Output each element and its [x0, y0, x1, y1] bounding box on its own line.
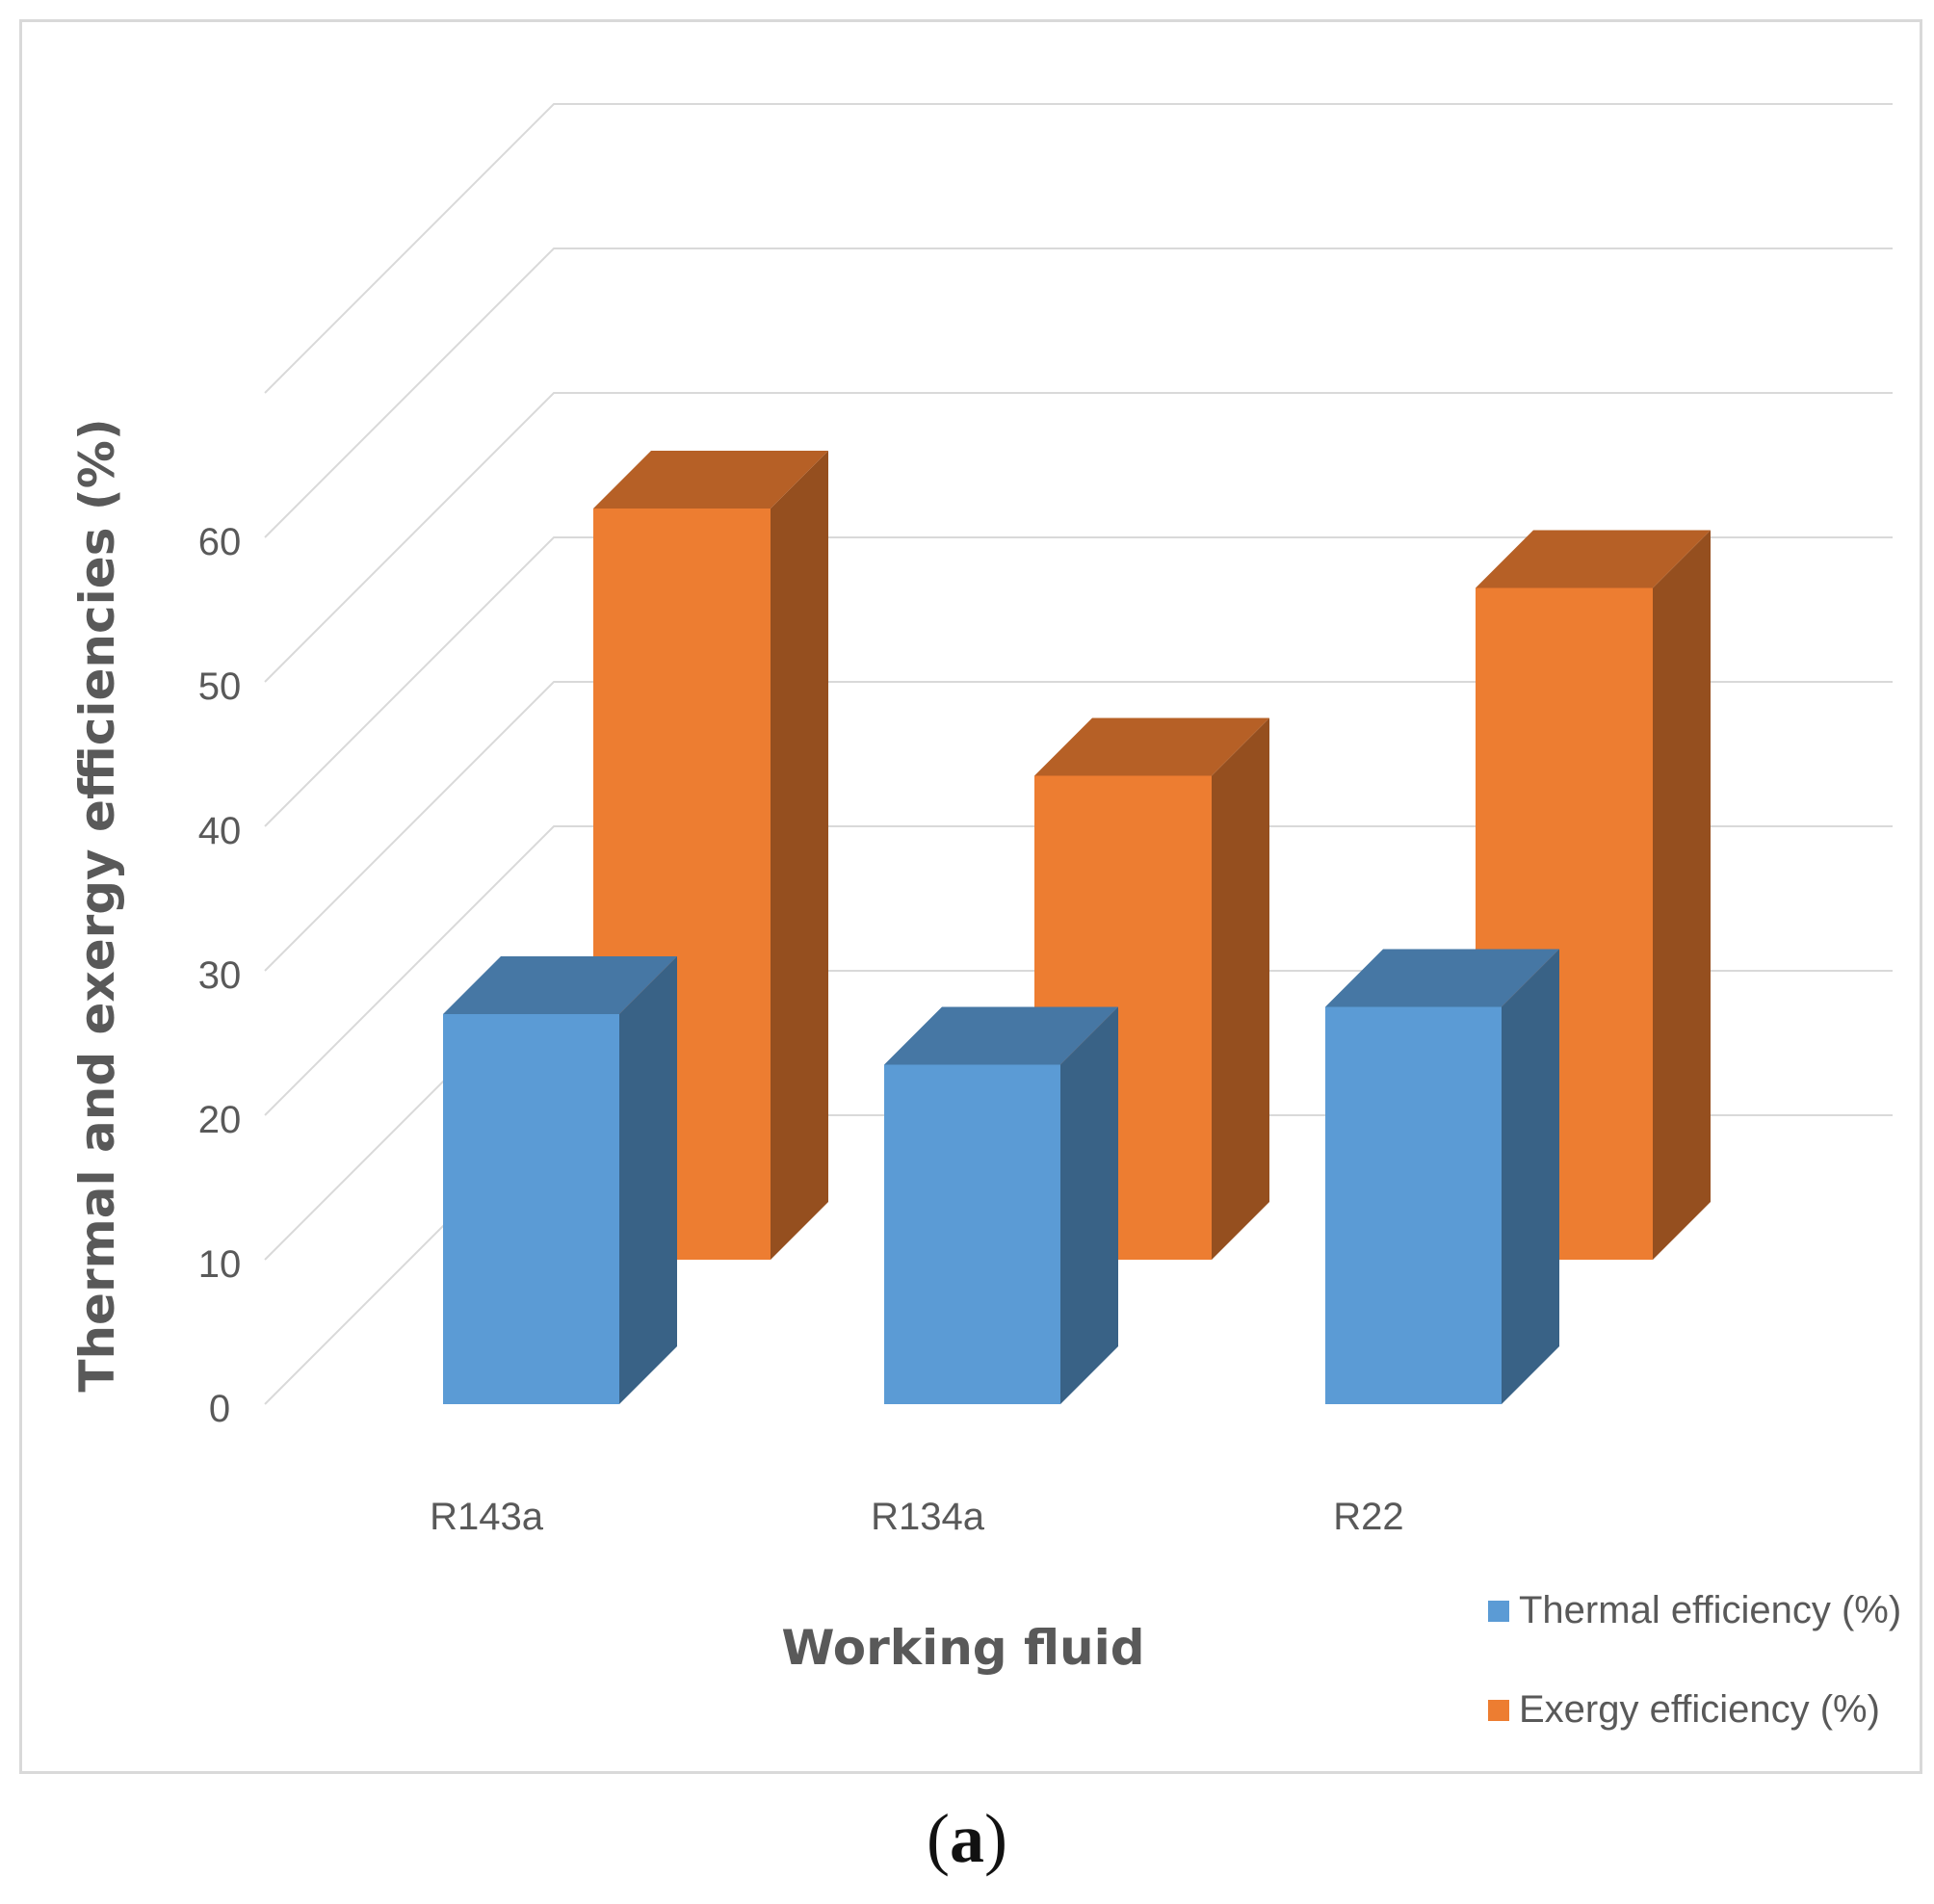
thermal-bar-front-face: [1325, 1006, 1502, 1404]
legend-swatch-exergy: [1488, 1700, 1509, 1721]
thermal-bar: [1325, 949, 1559, 1404]
thermal-bar-side-face: [1502, 949, 1559, 1404]
gridline: [264, 103, 1893, 394]
thermal-bars: [443, 949, 1559, 1404]
panel-label: (a): [0, 1799, 1934, 1879]
thermal-bar-front-face: [884, 1064, 1060, 1404]
exergy-bar-side-face: [1212, 717, 1269, 1260]
thermal-bar: [884, 1006, 1118, 1404]
thermal-bar: [443, 956, 677, 1404]
gridline: [264, 825, 1893, 1116]
legend-swatch-thermal: [1488, 1601, 1509, 1622]
exergy-bar-top-face: [593, 451, 828, 509]
exergy-bar-top-face: [1034, 717, 1269, 776]
legend: Thermal efficiency (%) Exergy efficiency…: [1488, 1589, 1901, 1731]
thermal-bar-side-face: [1060, 1006, 1118, 1404]
y-tick-label: 60: [198, 521, 242, 563]
panel-label-open: (: [927, 1800, 950, 1877]
thermal-bar-top-face: [1325, 949, 1559, 1007]
gridline: [264, 681, 1893, 972]
y-tick-label: 10: [198, 1243, 242, 1286]
exergy-bar-side-face: [1653, 530, 1711, 1260]
panel-label-letter: a: [950, 1800, 984, 1877]
y-tick-label: 30: [198, 954, 242, 997]
x-category-label: R134a: [871, 1496, 985, 1538]
gridline: [264, 536, 1893, 827]
exergy-bar: [1034, 717, 1269, 1260]
legend-label-thermal: Thermal efficiency (%): [1519, 1589, 1901, 1631]
y-tick-label: 40: [198, 810, 242, 852]
panel-label-close: ): [984, 1800, 1007, 1877]
thermal-bar-side-face: [619, 956, 677, 1404]
legend-label-exergy: Exergy efficiency (%): [1519, 1688, 1880, 1731]
exergy-bar-side-face: [771, 451, 828, 1260]
gridline: [264, 248, 1893, 538]
gridline: [264, 392, 1893, 683]
y-axis-ticks: 0 10 20 30 40 50 60: [198, 521, 242, 1430]
y-tick-label: 0: [209, 1388, 230, 1430]
thermal-bar-top-face: [884, 1006, 1118, 1065]
x-category-label: R143a: [430, 1496, 544, 1538]
y-tick-label: 50: [198, 665, 242, 708]
x-axis-categories: R143a R134a R22: [430, 1496, 1404, 1538]
x-category-label: R22: [1333, 1496, 1403, 1538]
y-tick-label: 20: [198, 1099, 242, 1141]
y-axis-title: Thermal and exergy efficiencies (%): [69, 418, 125, 1392]
x-axis-title: Working fluid: [781, 1620, 1144, 1676]
thermal-bar-front-face: [443, 1014, 619, 1404]
thermal-bar-top-face: [443, 956, 677, 1014]
exergy-bar-top-face: [1476, 530, 1711, 588]
